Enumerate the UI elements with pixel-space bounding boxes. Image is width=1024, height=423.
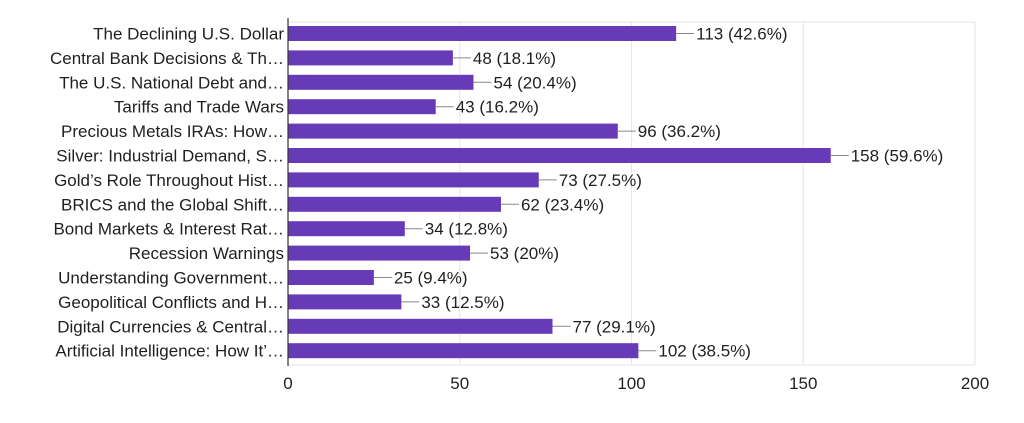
data-label: 33 (12.5%) <box>421 293 504 312</box>
x-tick-label: 0 <box>283 374 292 393</box>
data-label: 113 (42.6%) <box>696 25 787 44</box>
data-label: 53 (20%) <box>490 244 559 263</box>
category-label: Bond Markets & Interest Rat… <box>53 220 284 239</box>
bar <box>288 221 405 237</box>
category-label: Digital Currencies & Central… <box>57 317 284 336</box>
category-label: Central Bank Decisions & Th… <box>50 49 284 68</box>
bar <box>288 172 539 188</box>
gridlines <box>288 21 976 366</box>
bar <box>288 99 436 115</box>
category-label: Artificial Intelligence: How It’… <box>55 342 284 361</box>
bar <box>288 196 501 212</box>
data-label: 54 (20.4%) <box>493 73 576 92</box>
bar <box>288 294 402 310</box>
bar <box>288 123 618 139</box>
data-label: 77 (29.1%) <box>572 317 655 336</box>
bar <box>288 74 474 90</box>
bar <box>288 245 471 261</box>
data-label: 96 (36.2%) <box>638 122 721 141</box>
bar <box>288 318 553 334</box>
bar <box>288 148 831 163</box>
bars <box>288 26 831 359</box>
category-label: The Declining U.S. Dollar <box>93 25 284 44</box>
category-label: Silver: Industrial Demand, S… <box>56 147 284 166</box>
bar <box>288 50 453 66</box>
x-tick-label: 100 <box>617 374 645 393</box>
category-label: The U.S. National Debt and… <box>59 73 284 92</box>
x-tick-labels: 0 50 100 150 200 <box>283 374 989 393</box>
bar <box>288 343 639 359</box>
data-label: 62 (23.4%) <box>521 195 604 214</box>
category-label: Gold’s Role Throughout Hist… <box>54 171 284 190</box>
data-label: 25 (9.4%) <box>394 269 468 288</box>
category-labels: The Declining U.S. Dollar Central Bank De… <box>50 25 284 361</box>
data-label: 43 (16.2%) <box>456 98 539 117</box>
category-label: Geopolitical Conflicts and H… <box>58 293 284 312</box>
x-tick-label: 150 <box>789 374 817 393</box>
category-label: Recession Warnings <box>129 244 284 263</box>
data-labels: 113 (42.6%) 48 (18.1%) 54 (20.4%) 43 (16.2%… <box>394 25 943 361</box>
category-label: Understanding Government… <box>58 269 284 288</box>
x-tick-label: 200 <box>961 374 989 393</box>
data-label: 158 (59.6%) <box>851 147 944 166</box>
label-connectors <box>373 33 849 352</box>
x-tick-label: 50 <box>450 374 469 393</box>
bar <box>288 270 374 285</box>
data-label: 34 (12.8%) <box>425 220 508 239</box>
category-label: Tariffs and Trade Wars <box>114 98 284 117</box>
category-label: BRICS and the Global Shift… <box>61 195 284 214</box>
data-label: 102 (38.5%) <box>658 342 751 361</box>
data-label: 48 (18.1%) <box>473 49 556 68</box>
category-label: Precious Metals IRAs: How… <box>61 122 284 141</box>
bar <box>288 26 677 41</box>
data-label: 73 (27.5%) <box>559 171 642 190</box>
